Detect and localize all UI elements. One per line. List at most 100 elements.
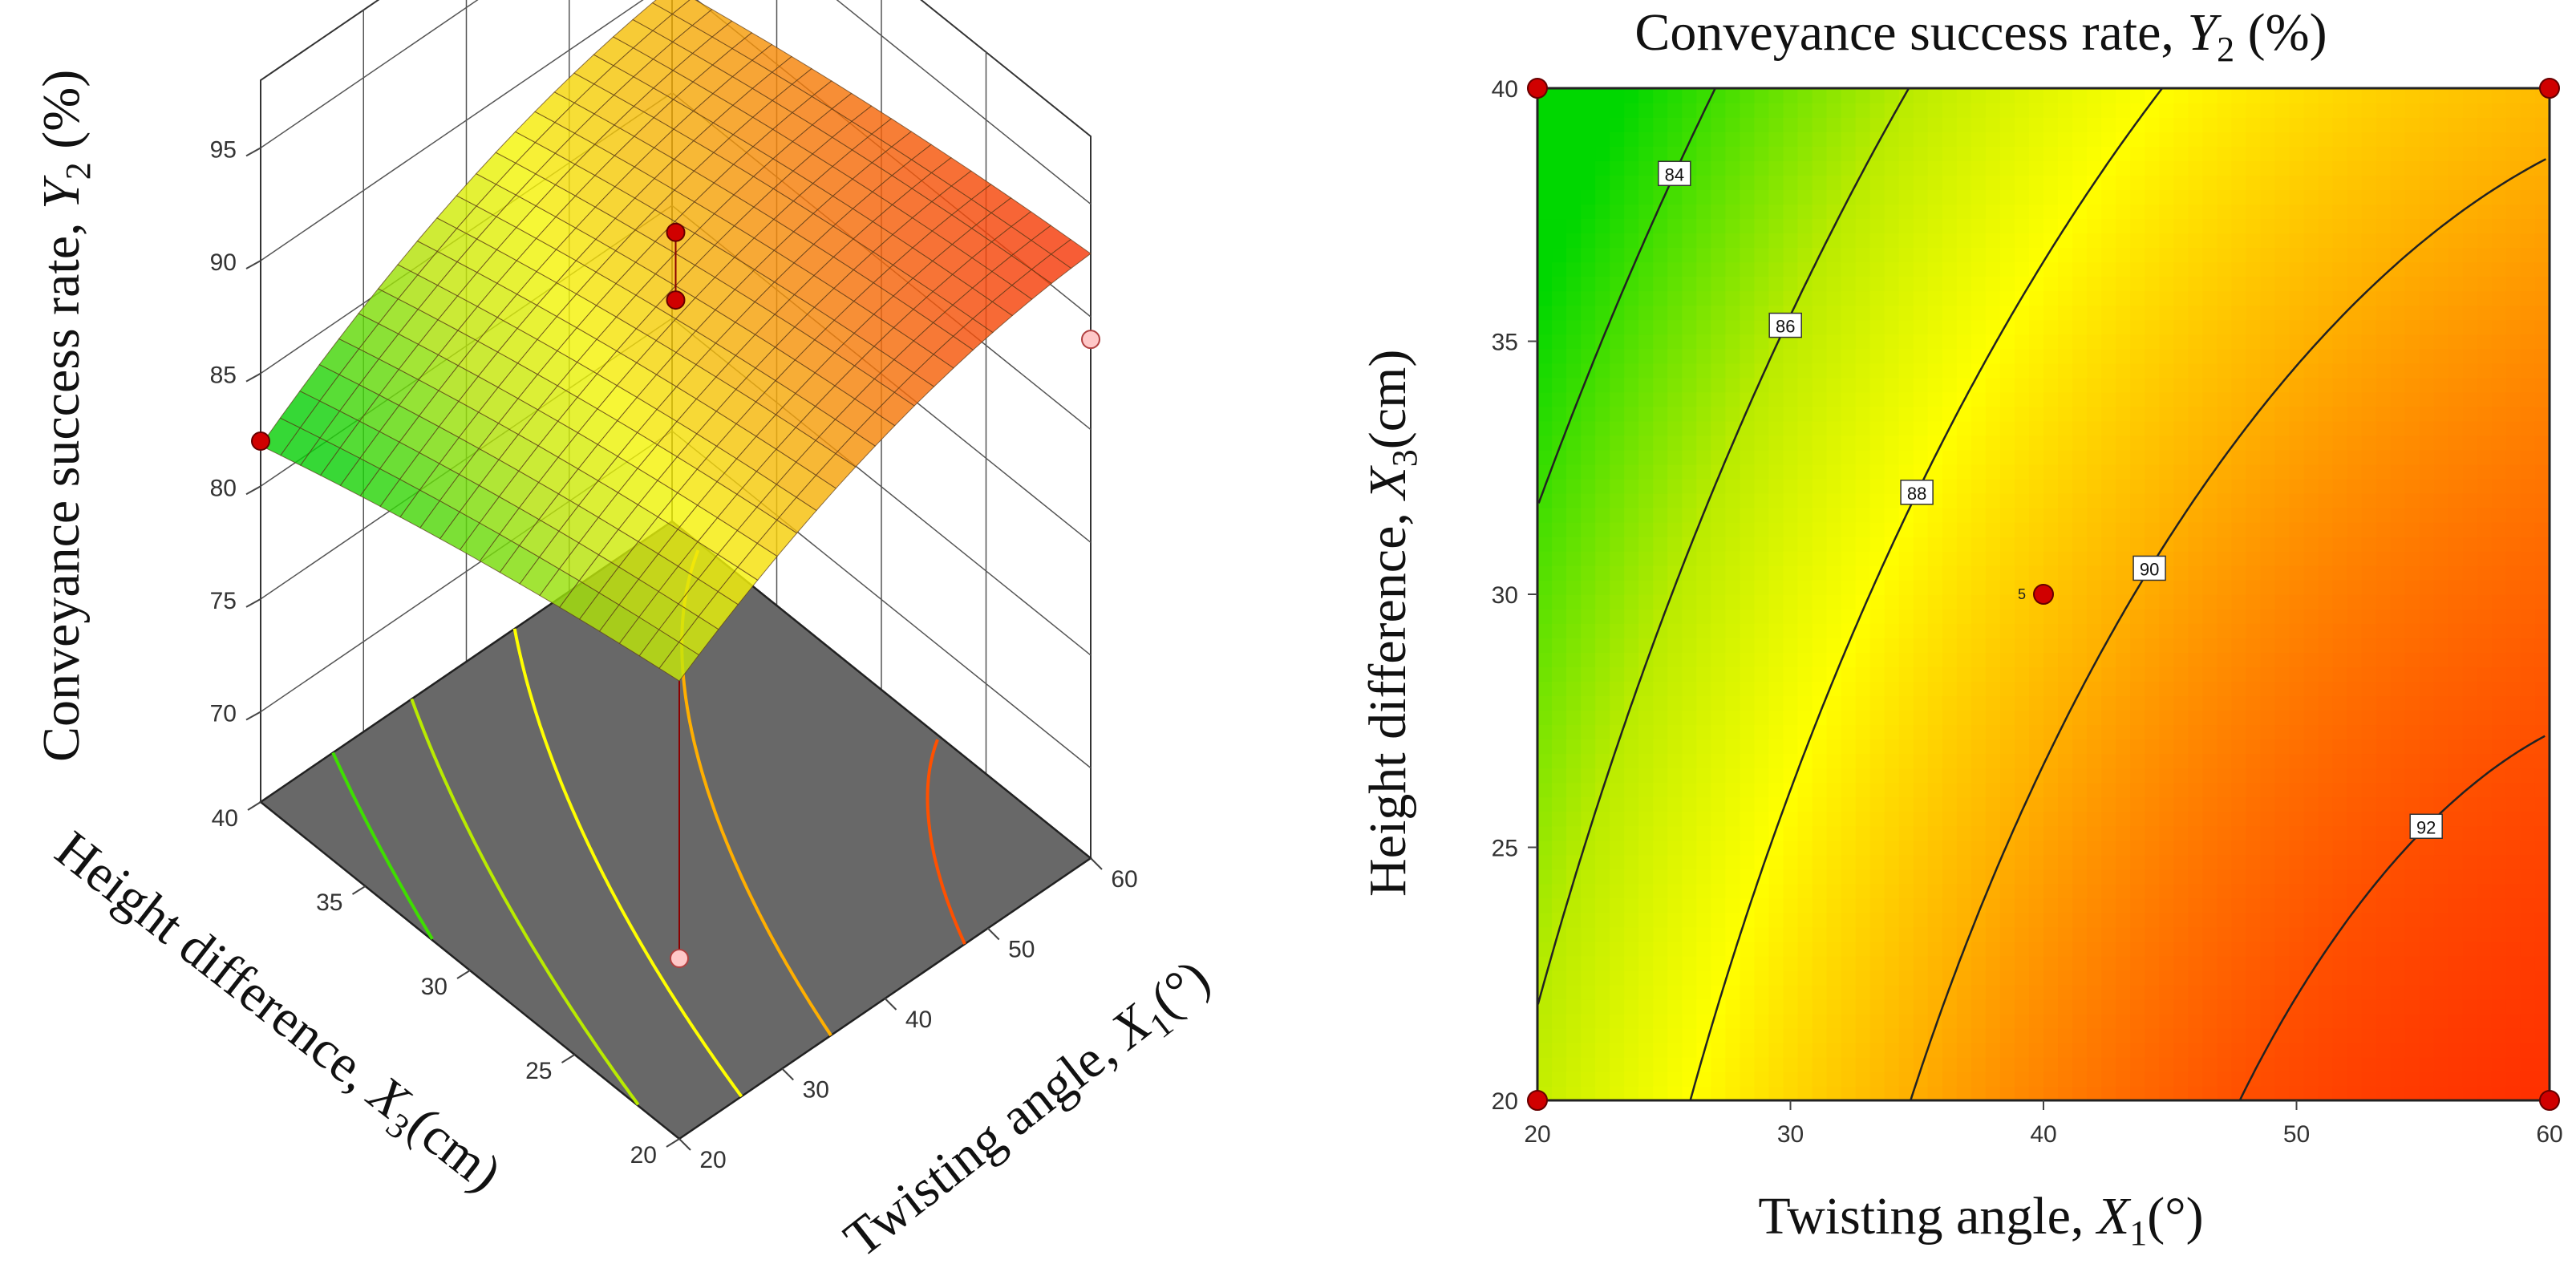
contour-cell [1956,710,1972,726]
contour-cell [1624,579,1639,595]
contour-cell [2116,638,2131,653]
contour-cell [2043,406,2059,422]
contour-cell [1898,941,1914,957]
contour-cell [1783,492,1799,508]
contour-cell [2274,768,2290,784]
contour-cell [1855,926,1871,942]
y-tick [247,801,261,811]
contour-cell [2404,1071,2420,1087]
contour-cell [2289,1056,2305,1072]
contour-cell [2260,768,2276,784]
contour-cell [2202,377,2218,393]
contour-cell [1783,854,1799,870]
contour-cell [2130,623,2145,638]
contour-cell [1624,825,1639,841]
contour-cell [2347,869,2363,885]
contour-cell [1552,753,1567,769]
contour-cell [2246,305,2262,321]
contour-cell [1653,290,1669,306]
contour-cell [1638,391,1655,407]
contour-cell [1768,377,1784,393]
contour-cell [2202,724,2218,740]
contour-cell [1855,724,1871,740]
contour-cell [2347,536,2363,552]
contour-cell [2433,926,2449,942]
contour-cell [1725,926,1741,942]
contour-cell [2159,189,2175,205]
contour-cell [1783,811,1799,827]
contour-cell [2376,536,2392,552]
contour-cell [2145,854,2161,870]
contour-cell [2145,507,2161,523]
contour-cell [2332,305,2348,321]
contour-cell [1581,1027,1596,1043]
contour-cell [2043,768,2059,784]
contour-cell [2202,88,2218,103]
contour-cell [1927,464,1943,480]
contour-cell [2101,247,2116,263]
contour-cell [1740,218,1756,234]
contour-cell [1855,811,1871,827]
contour-cell [1653,984,1669,1000]
contour-cell [2043,1027,2059,1043]
contour-cell [1970,681,1987,696]
contour-cell [1725,1085,1741,1100]
contour-cell [1725,391,1741,407]
contour-cell [2260,247,2276,263]
contour-cell [2014,825,2030,841]
contour-cell [1812,594,1828,610]
contour-cell [1783,955,1799,971]
contour-cell [2028,103,2044,118]
contour-cell [1711,363,1727,379]
contour-cell [2390,334,2406,350]
contour-cell [1869,247,1885,263]
contour-cell [2376,160,2392,176]
contour-cell [2390,492,2406,508]
contour-cell [2173,1042,2189,1058]
contour-cell [1624,406,1639,422]
contour-cell [2390,652,2406,667]
contour-cell [1624,854,1639,870]
contour-cell [1624,811,1639,827]
contour-cell [2419,970,2435,986]
contour-cell [1855,146,1871,161]
contour-cell [2116,391,2131,407]
contour-cell [1768,492,1784,508]
contour-cell [1653,132,1669,147]
contour-cell [1725,796,1741,812]
contour-cell [1624,305,1639,321]
contour-cell [1797,652,1813,667]
contour-cell [1653,579,1669,595]
contour-cell [1884,348,1900,364]
contour-cell [2043,912,2059,928]
contour-cell [1740,507,1756,523]
contour-cell [2130,854,2145,870]
contour-cell [1754,753,1770,769]
contour-cell [2202,739,2218,755]
contour-cell [1797,1042,1813,1058]
contour-cell [2231,175,2247,190]
contour-cell [1566,811,1582,827]
contour-cell [1740,796,1756,812]
contour-cell [2072,103,2088,118]
contour-cell [1581,536,1596,552]
contour-cell [2101,623,2116,638]
contour-cell [1812,955,1828,971]
contour-cell [1956,1071,1972,1087]
contour-cell [1783,724,1799,740]
contour-cell [1595,1056,1610,1072]
contour-cell [2419,710,2435,726]
contour-cell [1797,160,1813,176]
contour-cell [1667,247,1683,263]
contour-cell [2087,478,2102,494]
contour-cell [2390,782,2406,798]
contour-cell [2347,117,2363,132]
contour-cell [2347,825,2363,841]
x-tick [1090,857,1103,870]
contour-cell [2058,521,2073,537]
contour-cell [2390,175,2406,190]
contour-cell [1696,449,1712,465]
contour-cell [1884,507,1900,523]
contour-cell [1942,435,1958,451]
contour-cell [1754,218,1770,234]
